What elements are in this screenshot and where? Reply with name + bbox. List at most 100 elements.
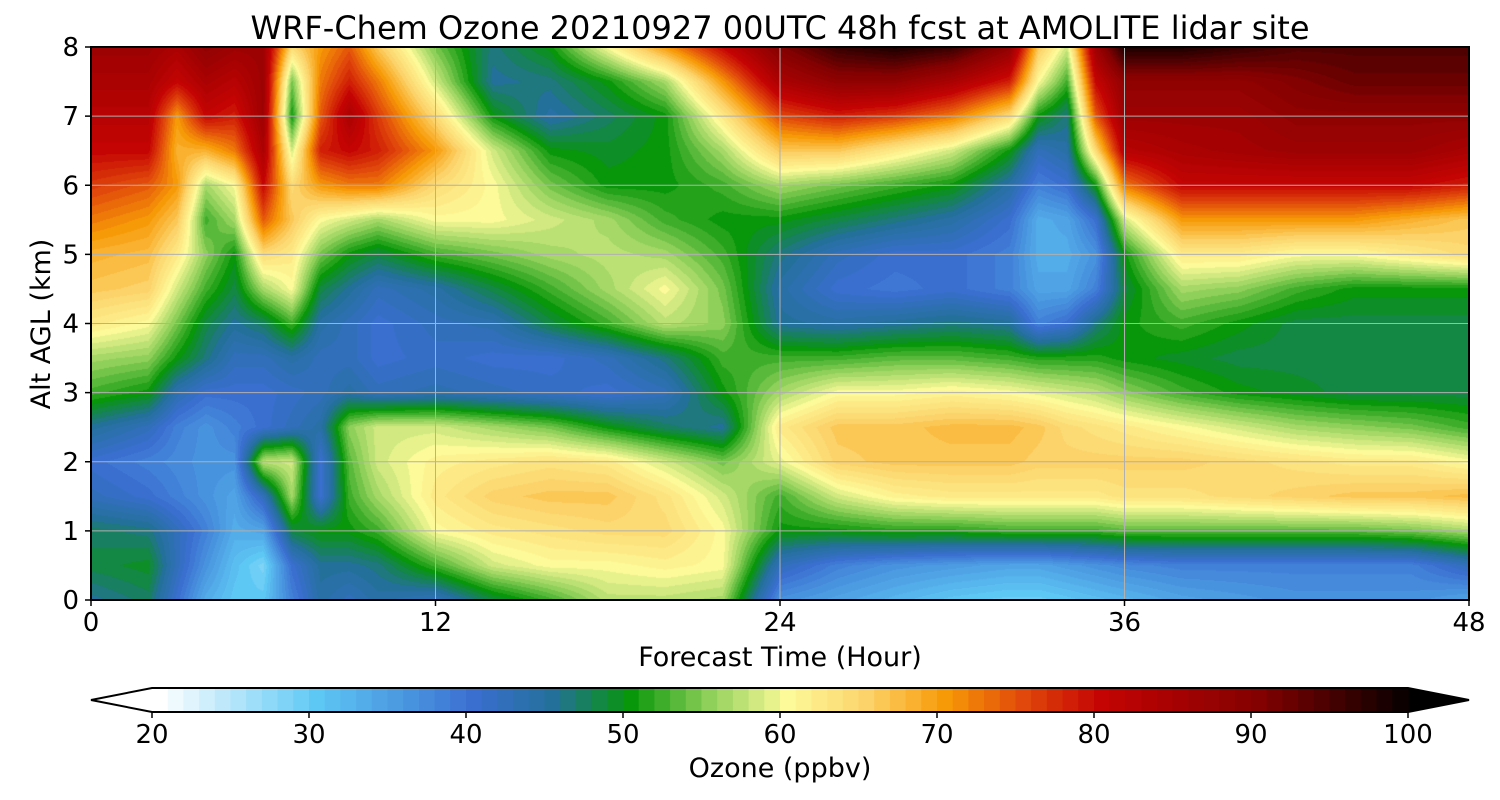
colorbar-level: [1046, 688, 1064, 712]
colorbar-level: [167, 688, 184, 712]
colorbar-level: [984, 688, 1001, 712]
colorbar-level: [1062, 688, 1079, 712]
colorbar-level: [293, 688, 310, 712]
colorbar-level: [999, 688, 1017, 712]
colorbar-level: [1015, 688, 1032, 712]
colorbar-label: Ozone (ppbv): [689, 753, 872, 784]
colorbar-level: [591, 688, 608, 712]
x-axis-ticks: 0 12 24 36 48: [83, 600, 1486, 638]
colorbar-level: [638, 688, 655, 712]
y-tick-label: 6: [62, 171, 79, 201]
x-axis-label: Forecast Time (Hour): [638, 642, 922, 673]
colorbar-level: [418, 688, 436, 712]
colorbar-level: [937, 688, 954, 712]
colorbar-level: [811, 688, 828, 712]
y-tick-label: 4: [62, 310, 79, 340]
colorbar-level: [952, 688, 969, 712]
colorbar-level: [1298, 688, 1315, 712]
colorbar-tick-label: 30: [292, 720, 325, 750]
colorbar-level: [1141, 688, 1158, 712]
y-axis-ticks: 0 1 2 3 4 5 6 7 8: [62, 33, 91, 616]
colorbar-level: [905, 688, 922, 712]
colorbar-level: [1235, 688, 1252, 712]
colorbar-tick-label: 100: [1383, 720, 1433, 750]
colorbar-level: [1392, 688, 1409, 712]
colorbar-tick-label: 60: [763, 720, 796, 750]
colorbar-level: [607, 688, 624, 712]
colorbar-level: [889, 688, 907, 712]
colorbar-level: [214, 688, 232, 712]
y-tick-label: 0: [62, 586, 79, 616]
colorbar-level: [1313, 688, 1331, 712]
colorbar-tick-label: 70: [920, 720, 953, 750]
colorbar-level: [717, 688, 734, 712]
colorbar-level: [560, 688, 577, 712]
y-axis-label: Alt AGL (km): [26, 239, 57, 410]
colorbar-tick-label: 20: [135, 720, 168, 750]
colorbar-level: [230, 688, 247, 712]
colorbar-level: [1251, 688, 1268, 712]
colorbar-level: [764, 688, 781, 712]
y-tick-label: 1: [62, 517, 79, 547]
colorbar-level: [387, 688, 404, 712]
colorbar-tick-label: 50: [606, 720, 639, 750]
colorbar-level: [1266, 688, 1283, 712]
colorbar-level: [748, 688, 765, 712]
colorbar-level: [528, 688, 546, 712]
colorbar-level: [513, 688, 530, 712]
colorbar-level: [968, 688, 985, 712]
colorbar-level: [340, 688, 357, 712]
colorbar-level: [1345, 688, 1362, 712]
colorbar-level: [1219, 688, 1236, 712]
chart-title: WRF-Chem Ozone 20210927 00UTC 48h fcst a…: [250, 9, 1309, 47]
colorbar-level: [450, 688, 467, 712]
colorbar-tick-label: 40: [449, 720, 482, 750]
colorbar-level: [858, 688, 875, 712]
colorbar: [90, 687, 1470, 713]
colorbar-level: [1376, 688, 1393, 712]
colorbar-level: [1031, 688, 1048, 712]
x-tick-label: 48: [1452, 608, 1485, 638]
colorbar-level: [371, 688, 389, 712]
colorbar-over-extension: [1408, 688, 1469, 712]
colorbar-level: [481, 688, 498, 712]
y-tick-label: 8: [62, 33, 79, 63]
colorbar-level: [842, 688, 860, 712]
colorbar-level: [575, 688, 593, 712]
plot-area: [90, 46, 1470, 601]
colorbar-level: [434, 688, 451, 712]
colorbar-level: [277, 688, 294, 712]
colorbar-level: [309, 688, 326, 712]
colorbar-level: [324, 688, 341, 712]
colorbar-tick-label: 90: [1234, 720, 1267, 750]
colorbar-level: [1078, 688, 1095, 712]
colorbar-level: [544, 688, 561, 712]
colorbar-level: [246, 688, 263, 712]
colorbar-level: [261, 688, 279, 712]
colorbar-level: [1203, 688, 1221, 712]
colorbar-level: [701, 688, 718, 712]
colorbar-level: [1282, 688, 1299, 712]
colorbar-level: [356, 688, 373, 712]
y-tick-label: 5: [62, 240, 79, 270]
colorbar-tick-label: 80: [1077, 720, 1110, 750]
colorbar-level: [670, 688, 687, 712]
colorbar-level: [795, 688, 812, 712]
colorbar-level: [1125, 688, 1142, 712]
colorbar-level: [403, 688, 420, 712]
colorbar-under-extension: [91, 688, 152, 712]
y-tick-label: 3: [62, 379, 79, 409]
colorbar-level: [654, 688, 671, 712]
colorbar-level: [1094, 688, 1111, 712]
colorbar-level: [685, 688, 703, 712]
colorbar-level: [921, 688, 938, 712]
y-tick-label: 7: [62, 102, 79, 132]
colorbar-level: [152, 688, 169, 712]
colorbar-level: [1172, 688, 1189, 712]
colorbar-level: [1360, 688, 1378, 712]
colorbar-level: [732, 688, 750, 712]
colorbar-level: [1156, 688, 1174, 712]
colorbar-level: [827, 688, 844, 712]
colorbar-level: [1109, 688, 1126, 712]
